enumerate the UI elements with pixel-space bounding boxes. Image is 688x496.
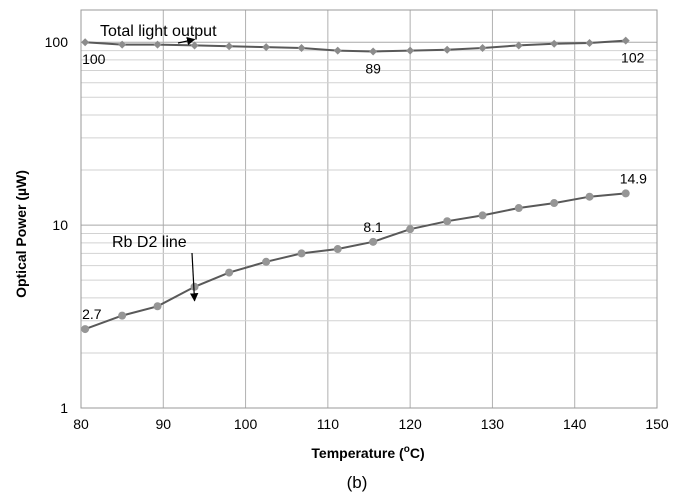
- data-point: [333, 245, 342, 254]
- data-point: [550, 39, 559, 48]
- annotation-arrow: [189, 252, 199, 302]
- annotation-label: Total light output: [100, 23, 217, 40]
- y-axis-title: Optical Power (µW): [13, 170, 29, 298]
- figure-caption: (b): [347, 473, 368, 492]
- data-point: [297, 249, 306, 258]
- data-label: 89: [365, 60, 381, 76]
- data-point: [406, 225, 415, 234]
- data-point: [369, 237, 378, 246]
- data-point: [585, 192, 594, 201]
- data-point: [118, 311, 127, 320]
- data-point: [81, 325, 90, 334]
- x-tick-labels: 80 90 100 110 120 130 140 150: [73, 416, 669, 432]
- data-point: [478, 43, 487, 52]
- x-tick-label: 110: [317, 416, 340, 432]
- data-label: 2.7: [82, 306, 102, 322]
- x-tick-label: 80: [73, 416, 89, 432]
- plot-frame: [80, 9, 658, 409]
- data-point: [118, 40, 127, 49]
- x-tick-label: 100: [234, 416, 258, 432]
- series-line: [85, 39, 626, 53]
- data-point: [369, 47, 378, 56]
- data-label: 14.9: [620, 170, 647, 186]
- data-point: [621, 189, 630, 198]
- data-point: [443, 45, 452, 54]
- data-point: [153, 302, 162, 311]
- data-point: [550, 199, 559, 208]
- data-point: [621, 36, 630, 45]
- data-point: [333, 46, 342, 55]
- data-point: [297, 43, 306, 52]
- data-point: [514, 41, 523, 50]
- x-axis-title: Temperature (oC): [311, 444, 424, 461]
- series-line: [84, 192, 626, 331]
- x-tick-label: 150: [645, 416, 669, 432]
- x-tick-label: 140: [563, 416, 587, 432]
- data-point: [585, 39, 594, 48]
- data-point: [190, 282, 199, 291]
- annotation-arrow: [177, 36, 196, 46]
- x-tick-label: 120: [398, 416, 422, 432]
- y-tick-label: 100: [45, 34, 69, 50]
- y-tick-labels: 1 10 100: [45, 34, 69, 416]
- data-point: [443, 217, 452, 226]
- data-point: [262, 43, 271, 52]
- annotation-label: Rb D2 line: [112, 234, 187, 251]
- grid: [80, 10, 658, 409]
- data-point: [262, 257, 271, 266]
- x-tick-label: 90: [155, 416, 171, 432]
- data-label: 100: [82, 51, 106, 67]
- data-point: [225, 42, 234, 51]
- x-tick-label: 130: [481, 416, 505, 432]
- series-group: [81, 36, 630, 334]
- data-point: [478, 211, 487, 220]
- data-point: [81, 38, 90, 47]
- data-point: [406, 46, 415, 55]
- y-tick-label: 1: [60, 400, 68, 416]
- data-label: 8.1: [363, 219, 383, 235]
- y-tick-label: 10: [52, 217, 68, 233]
- data-point: [225, 268, 234, 277]
- annotations: Total light output Rb D2 line: [100, 23, 217, 302]
- data-label: 102: [621, 50, 645, 66]
- data-labels: 100 89 102 2.7 8.1 14.9: [82, 50, 647, 322]
- data-point: [514, 204, 523, 213]
- data-point: [153, 40, 162, 49]
